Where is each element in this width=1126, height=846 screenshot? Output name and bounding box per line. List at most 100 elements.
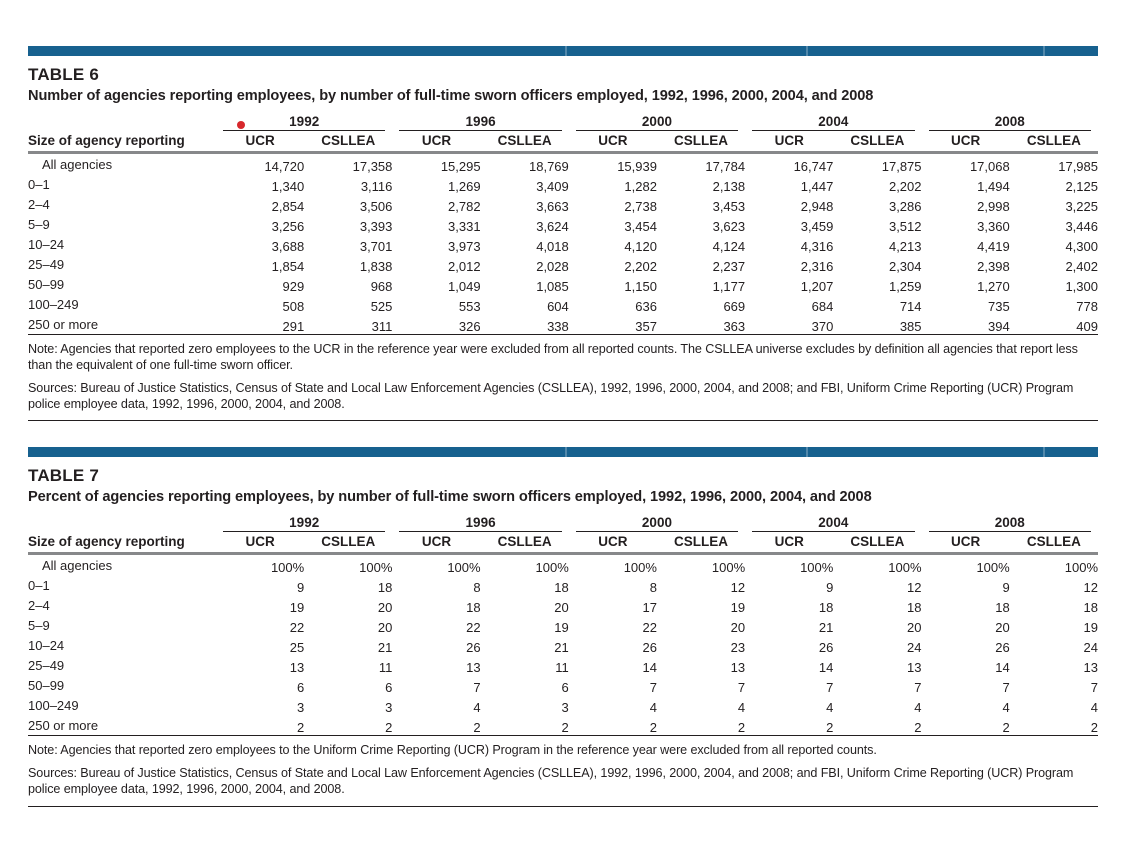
data-cell: 4,120 [624,239,657,254]
year-group-header: 1996 [392,515,568,533]
table-note: Note: Agencies that reported zero employ… [28,342,1078,373]
data-cell: 14,720 [264,159,305,174]
data-cell: 13 [907,660,922,676]
data-cell: 3,701 [359,239,393,254]
year-group-header: 1992 [216,515,392,533]
column-header: CSLLEA [1009,532,1098,556]
data-cell: 363 [723,319,746,334]
year-label: 1996 [399,114,562,131]
data-cell: 20 [730,620,746,636]
data-cell: 735 [988,299,1010,314]
data-cell: 18 [818,600,834,616]
data-cell: 6 [296,680,305,696]
table-row: 10–24 3,688 3,701 3,973 4,018 4,120 4,124 4,316… [28,234,1098,255]
data-cell: 3,360 [977,219,1010,234]
column-header: UCR [216,131,305,154]
column-header: CSLLEA [656,532,746,556]
data-cell: 2,738 [624,199,657,214]
data-cell: 2,237 [712,259,746,274]
table-row: 25–49 13 11 13 11 14 13 14 13 14 13 [28,655,1098,676]
data-cell: 18 [466,600,481,616]
data-cell: 14 [642,660,657,676]
data-cell: 12 [907,580,922,596]
data-cell: 2,398 [977,259,1010,274]
column-header: CSLLEA [304,532,393,556]
table-row: All agencies 14,720 17,358 15,295 18,769 15,9… [28,153,1098,175]
data-cell: 2,782 [448,199,481,214]
column-header: CSLLEA [304,131,393,154]
data-cell: 17,875 [881,159,922,174]
data-cell: 21 [377,640,393,656]
data-cell: 4,419 [977,239,1010,254]
row-label: 2–4 [28,597,50,613]
data-cell: 7 [1002,680,1010,696]
data-cell: 357 [635,319,657,334]
data-cell: 1,207 [800,279,834,294]
table-note: Note: Agencies that reported zero employ… [28,743,877,758]
data-cell: 2,028 [536,259,569,274]
data-cell: 4,124 [712,239,746,254]
table-row: 5–9 3,256 3,393 3,331 3,624 3,454 3,623 3,459 3,… [28,214,1098,235]
data-cell: 3,225 [1065,199,1098,214]
table7-section: TABLE 7 Percent of agencies reporting em… [28,447,1098,807]
data-cell: 22 [289,620,305,636]
row-header-label: Size of agency reporting [28,131,217,154]
table-row: All agencies 100% 100% 100% 100% 100% 100% 100%… [28,554,1098,576]
year-label: 2008 [928,114,1091,131]
column-header: CSLLEA [833,532,922,556]
data-cell: 18 [554,580,569,596]
data-cell: 2,402 [1065,259,1098,274]
data-cell: 21 [554,640,569,656]
data-cell: 17,068 [969,159,1010,174]
row-label: 10–24 [28,637,65,653]
data-cell: 525 [370,299,393,314]
data-cell: 636 [635,299,657,314]
section-gap [28,421,1098,447]
table-row: 50–99 6 6 7 6 7 7 7 7 7 7 [28,675,1098,696]
data-cell: 1,838 [359,259,393,274]
data-cell: 25 [289,640,305,656]
data-cell: 4 [1090,700,1098,716]
table-row: 25–49 1,854 1,838 2,012 2,028 2,202 2,237 2,316… [28,254,1098,275]
accent-bar-segment [806,46,808,56]
data-cell: 2 [737,720,746,736]
data-cell: 2,998 [977,199,1010,214]
data-cell: 3 [561,700,569,716]
red-dot-annotation [237,121,245,129]
data-cell: 1,300 [1065,279,1098,294]
data-cell: 684 [811,299,834,314]
row-header-spacer [28,114,216,131]
data-cell: 3,453 [712,199,746,214]
table-row: 0–1 9 18 8 18 8 12 9 12 9 12 [28,575,1098,596]
data-cell: 3,409 [536,179,569,194]
data-cell: 4,018 [536,239,569,254]
data-cell: 4 [649,700,657,716]
year-group-header: 2004 [745,114,921,131]
data-cell: 2 [649,720,657,736]
data-cell: 8 [473,580,481,596]
section-accent-bar [28,447,1098,458]
document-page: TABLE 6 Number of agencies reporting emp… [28,46,1098,807]
data-cell: 24 [907,640,922,656]
data-cell: 2,304 [888,259,922,274]
row-label: 250 or more [28,316,99,332]
accent-bar-segment [565,46,567,56]
table-row: 10–24 25 21 26 21 26 23 26 24 26 24 [28,635,1098,656]
data-cell: 20 [377,620,393,636]
data-cell: 2 [473,720,481,736]
data-cell: 370 [811,319,834,334]
data-cell: 778 [1076,299,1098,314]
data-cell: 1,340 [271,179,305,194]
data-cell: 24 [1083,640,1098,656]
data-cell: 22 [466,620,481,636]
data-cell: 18 [377,580,393,596]
data-cell: 968 [370,279,393,294]
data-cell: 3,454 [624,219,657,234]
row-label: All agencies [42,156,113,172]
data-cell: 2 [1002,720,1010,736]
table-row: 2–4 2,854 3,506 2,782 3,663 2,738 3,453 2,948 3,… [28,194,1098,215]
year-group-header: 1992 [216,114,392,131]
data-cell: 2,202 [624,259,657,274]
data-cell: 385 [899,319,922,334]
data-cell: 4 [826,700,834,716]
